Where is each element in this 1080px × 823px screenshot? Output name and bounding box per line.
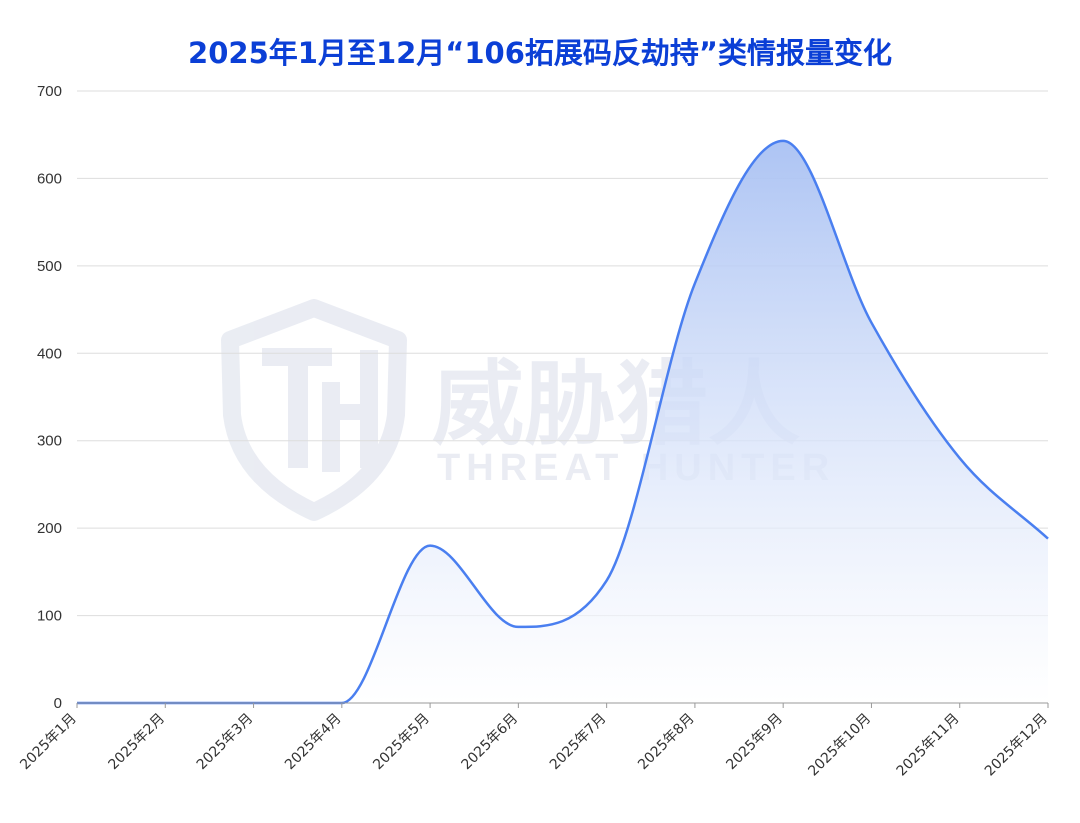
x-tick-label: 2025年6月 [459, 711, 522, 774]
shield-th-logo-icon [221, 299, 407, 521]
y-tick-label: 600 [37, 170, 62, 187]
x-tick-label: 2025年1月 [17, 711, 80, 774]
y-tick-label: 100 [37, 608, 62, 625]
x-tick-label: 2025年7月 [547, 711, 610, 774]
chart-title: 2025年1月至12月“106拓展码反劫持”类情报量变化 [188, 36, 892, 70]
x-tick-label: 2025年11月 [894, 711, 963, 780]
y-tick-label: 200 [37, 520, 62, 537]
x-tick-label: 2025年12月 [982, 711, 1051, 780]
series-area [77, 140, 1048, 703]
y-tick-label: 700 [37, 83, 62, 100]
y-tick-label: 400 [37, 345, 62, 362]
y-axis-ticks: 0 100 200 300 400 500 600 700 [37, 83, 62, 712]
x-tick-label: 2025年5月 [370, 711, 433, 774]
x-axis-ticks: 2025年1月 2025年2月 2025年3月 2025年4月 2025年5月 2025年… [17, 703, 1051, 779]
x-tick-label: 2025年8月 [635, 711, 698, 774]
y-tick-label: 0 [54, 695, 62, 712]
x-tick-label: 2025年9月 [723, 711, 786, 774]
y-tick-label: 300 [37, 433, 62, 450]
y-tick-label: 500 [37, 258, 62, 275]
x-tick-label: 2025年10月 [805, 711, 874, 780]
x-tick-label: 2025年2月 [105, 711, 168, 774]
x-tick-label: 2025年3月 [194, 711, 257, 774]
x-tick-label: 2025年4月 [282, 711, 345, 774]
